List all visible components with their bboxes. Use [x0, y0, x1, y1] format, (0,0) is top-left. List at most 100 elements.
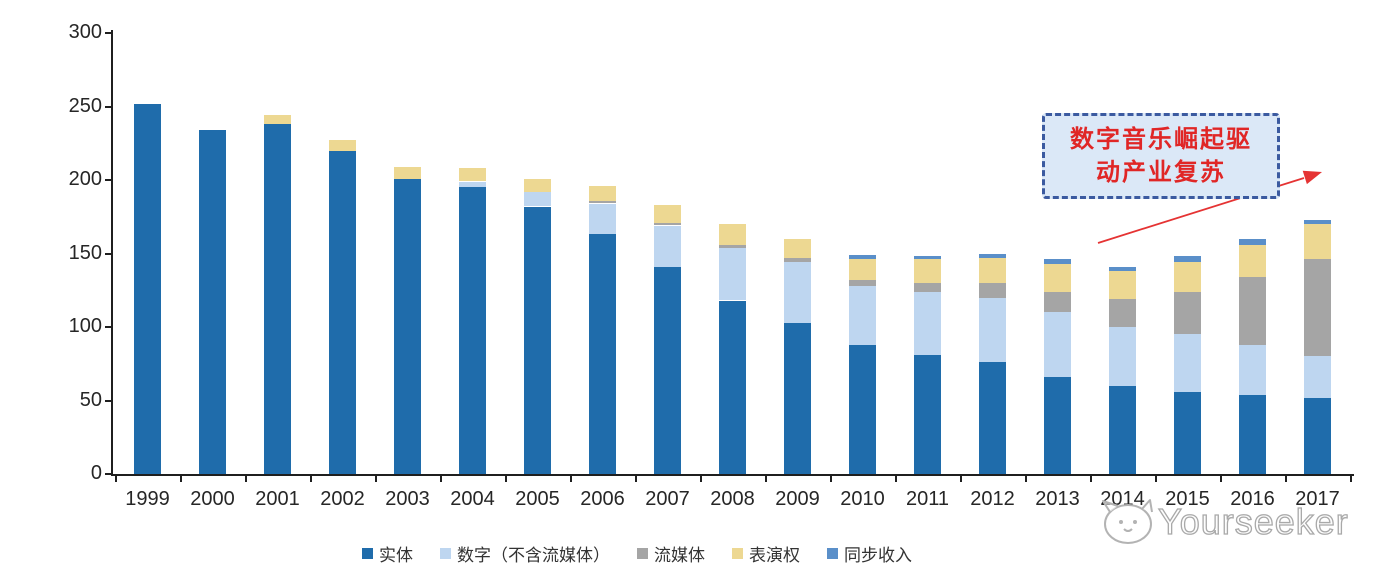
bar-segment-digital: [1109, 327, 1136, 386]
legend-label-performance: 表演权: [749, 546, 800, 565]
bar-segment-physical: [199, 130, 226, 474]
x-axis-label: 2000: [190, 488, 235, 510]
legend-label-physical: 实体: [379, 546, 413, 565]
bar-segment-physical: [784, 322, 811, 474]
bar-segment-sync: [849, 255, 876, 260]
x-tick: [1090, 476, 1092, 482]
bar-segment-streaming: [719, 244, 746, 248]
legend-item-physical: 实体: [362, 541, 413, 566]
bar-segment-digital: [589, 203, 616, 235]
x-axis-label: 2001: [255, 488, 300, 510]
x-tick: [180, 476, 182, 482]
bar-segment-streaming: [654, 222, 681, 226]
legend-label-sync: 同步收入: [844, 546, 912, 565]
y-tick: [105, 105, 112, 108]
bar-segment-performance: [1109, 271, 1136, 299]
annotation-box: 数字音乐崛起驱 动产业复苏: [1042, 113, 1280, 199]
bar-segment-streaming: [784, 257, 811, 263]
bar-segment-physical: [1304, 397, 1331, 474]
x-tick: [1350, 476, 1352, 482]
x-axis-label: 2005: [515, 488, 560, 510]
legend-item-digital: 数字（不含流媒体）: [440, 541, 610, 566]
bar-segment-performance: [719, 224, 746, 245]
x-axis-label: 2011: [905, 488, 949, 510]
x-tick: [1285, 476, 1287, 482]
bar-segment-streaming: [849, 280, 876, 286]
x-axis-label: 2012: [970, 488, 1015, 510]
bar-segment-performance: [264, 115, 291, 125]
bar-segment-sync: [979, 253, 1006, 258]
x-tick: [895, 476, 897, 482]
bar-segment-performance: [589, 185, 616, 201]
bar-segment-streaming: [979, 282, 1006, 298]
bar-segment-performance: [329, 140, 356, 151]
legend-swatch-streaming: [637, 548, 648, 559]
x-tick: [1220, 476, 1222, 482]
x-tick: [375, 476, 377, 482]
bar-segment-performance: [394, 166, 421, 179]
legend-label-digital: 数字（不含流媒体）: [457, 546, 610, 565]
x-axis-label: 2007: [645, 488, 690, 510]
x-axis-label: 2009: [775, 488, 820, 510]
x-axis-label: 2010: [840, 488, 885, 510]
x-axis-label: 2002: [320, 488, 365, 510]
bar-segment-performance: [849, 259, 876, 280]
bar-segment-streaming: [589, 200, 616, 204]
x-tick: [960, 476, 962, 482]
y-axis-label: 300: [68, 21, 102, 43]
y-tick: [105, 179, 112, 181]
x-tick: [115, 476, 117, 482]
bar-segment-digital: [1304, 356, 1331, 398]
annotation-text-line1: 数字音乐崛起驱: [1070, 126, 1252, 153]
bar-segment-physical: [134, 103, 161, 474]
x-tick: [505, 476, 507, 482]
bar-segment-sync: [1239, 238, 1266, 245]
y-axis-label: 250: [68, 94, 102, 117]
bar-segment-physical: [914, 354, 941, 474]
bar-segment-digital: [849, 285, 876, 345]
x-axis-label: 2017: [1295, 488, 1340, 510]
bar-segment-performance: [1174, 262, 1201, 292]
bar-segment-physical: [394, 178, 421, 474]
bar-segment-digital: [1239, 344, 1266, 395]
x-axis-label: 2004: [450, 488, 495, 510]
bar-segment-sync: [1304, 219, 1331, 225]
bar-segment-digital: [1044, 312, 1071, 377]
bar-segment-sync: [1044, 259, 1071, 264]
x-axis-label: 2008: [710, 488, 755, 510]
bar-segment-digital: [524, 191, 551, 207]
bar-segment-physical: [524, 206, 551, 474]
x-tick: [570, 476, 572, 482]
legend-item-streaming: 流媒体: [637, 541, 705, 566]
legend-label-streaming: 流媒体: [654, 546, 705, 565]
bar-segment-streaming: [1304, 259, 1331, 357]
bar-segment-streaming: [1109, 299, 1136, 327]
bar-segment-physical: [719, 300, 746, 474]
bar-segment-performance: [784, 238, 811, 258]
bar-segment-digital: [459, 181, 486, 188]
x-axis-label: 2013: [1035, 488, 1080, 510]
watermark: Yourseeker: [1096, 496, 1349, 548]
x-tick: [635, 476, 637, 482]
y-axis-label: 50: [79, 388, 102, 411]
annotation-text-line2: 动产业复苏: [1096, 159, 1226, 186]
legend-item-sync: 同步收入: [827, 541, 912, 566]
bar-segment-physical: [1044, 377, 1071, 474]
y-axis: [111, 30, 113, 476]
bar-segment-digital: [654, 225, 681, 267]
x-tick: [700, 476, 702, 482]
bar-segment-streaming: [1239, 277, 1266, 345]
x-axis: [111, 474, 1354, 476]
x-tick: [765, 476, 767, 482]
bar-segment-streaming: [914, 282, 941, 292]
bar-segment-sync: [914, 256, 941, 260]
bar-segment-performance: [1304, 224, 1331, 260]
cat-face-icon: [1102, 499, 1153, 544]
legend: 实体 数字（不含流媒体） 流媒体 表演权 同步收入: [362, 541, 912, 566]
watermark-text: Yourseeker: [1157, 500, 1349, 542]
bar-segment-physical: [264, 124, 291, 474]
legend-swatch-physical: [362, 548, 373, 559]
bar-segment-streaming: [1174, 291, 1201, 335]
